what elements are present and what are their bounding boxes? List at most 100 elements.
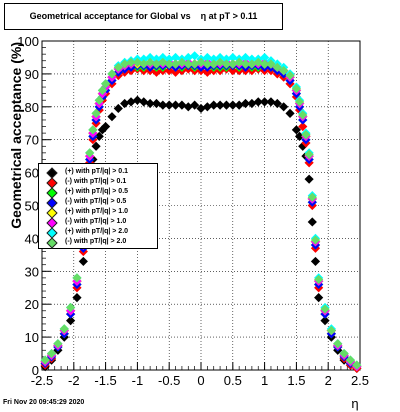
data-point-8	[345, 355, 356, 365]
data-point-8	[314, 274, 324, 285]
legend-label: (+) with pT/|q| > 1.0	[65, 208, 129, 215]
legend-entry: (-) with pT/|q| > 0.1	[39, 177, 157, 189]
data-point-8	[190, 59, 200, 69]
data-point-8	[320, 304, 330, 314]
data-point-8	[113, 62, 123, 72]
legend-entry: (+) with pT/|q| > 2.0	[39, 227, 157, 239]
data-point-1	[120, 98, 130, 109]
data-point-1	[320, 316, 330, 326]
y-tick-label: 30	[25, 264, 39, 279]
legend-marker-icon	[46, 237, 58, 249]
y-tick-label: 60	[25, 166, 39, 181]
y-tick-label: 10	[25, 330, 39, 345]
data-point-8	[88, 125, 98, 135]
y-tick-label: 40	[25, 231, 39, 246]
data-point-1	[253, 97, 263, 107]
data-point-7	[183, 52, 193, 63]
x-tick-label: 2.5	[351, 373, 369, 388]
x-tick-label: -1.5	[94, 373, 116, 388]
data-point-8	[202, 59, 212, 69]
data-point-8	[94, 95, 104, 105]
data-point-8	[279, 66, 289, 76]
data-point-8	[53, 339, 63, 349]
data-point-8	[97, 85, 108, 95]
data-point-7	[221, 54, 232, 64]
data-point-8	[126, 57, 136, 67]
y-tick-label: 70	[25, 133, 39, 148]
data-point-7	[228, 52, 238, 63]
data-point-8	[253, 57, 263, 67]
legend-entry: (-) with pT/|q| > 1.0	[39, 217, 157, 229]
data-point-8	[196, 57, 206, 67]
data-point-1	[78, 256, 88, 267]
data-point-8	[164, 59, 174, 69]
data-point-8	[209, 59, 219, 69]
data-point-1	[139, 97, 149, 107]
x-tick-label: -2.5	[31, 373, 53, 388]
data-point-1	[304, 174, 314, 184]
data-point-2	[151, 67, 162, 77]
data-point-8	[66, 302, 76, 313]
data-point-7	[209, 54, 219, 64]
data-point-7	[170, 52, 181, 63]
data-point-8	[85, 148, 95, 158]
data-point-1	[97, 125, 108, 135]
data-point-2	[202, 67, 212, 77]
data-point-1	[310, 256, 321, 267]
data-point-8	[215, 57, 225, 67]
chart-title: Geometrical acceptance for Global vs η a…	[29, 11, 258, 21]
legend-entry: (+) with pT/|q| > 0.5	[39, 187, 157, 199]
data-point-8	[234, 57, 244, 67]
data-point-7	[145, 52, 155, 63]
data-point-8	[101, 79, 111, 89]
data-point-1	[202, 102, 212, 112]
data-point-8	[266, 59, 276, 69]
legend-label: (-) with pT/|q| > 0.1	[65, 178, 127, 185]
data-point-7	[158, 52, 168, 63]
data-point-1	[228, 100, 238, 110]
data-point-1	[177, 100, 187, 110]
data-point-8	[228, 59, 238, 69]
data-point-1	[107, 112, 117, 122]
data-point-1	[240, 98, 251, 109]
legend-label: (-) with pT/|q| > 1.0	[65, 218, 127, 225]
y-axis-label: Geometrical acceptance (%)	[8, 42, 24, 229]
data-point-7	[215, 52, 225, 63]
data-point-1	[272, 98, 282, 109]
data-point-1	[266, 97, 276, 107]
data-point-8	[46, 348, 57, 359]
data-point-1	[66, 316, 76, 326]
data-point-1	[113, 103, 123, 114]
chart-title-box: Geometrical acceptance for Global vs η a…	[4, 3, 283, 30]
data-point-8	[272, 62, 282, 72]
data-point-1	[158, 100, 168, 110]
x-tick-label: 0.5	[224, 373, 242, 388]
legend-label: (+) with pT/|q| > 0.5	[65, 188, 129, 195]
data-point-8	[132, 57, 142, 67]
x-tick-label: 1	[261, 373, 268, 388]
y-tick-label: 0	[32, 363, 39, 378]
data-point-1	[196, 103, 206, 114]
legend-entry: (+) with pT/|q| > 0.1	[39, 167, 157, 179]
legend-label: (-) with pT/|q| > 2.0	[65, 238, 127, 245]
data-point-8	[120, 59, 130, 69]
data-point-8	[240, 59, 251, 69]
data-point-8	[285, 70, 295, 81]
legend-label: (+) with pT/|q| > 0.1	[65, 168, 129, 175]
y-tick-label: 20	[25, 297, 39, 312]
data-point-8	[294, 97, 305, 107]
data-point-1	[145, 98, 155, 109]
data-point-1	[314, 293, 324, 303]
data-point-8	[298, 110, 308, 120]
data-point-1	[260, 97, 270, 107]
data-point-7	[164, 54, 174, 64]
timestamp-footer: Fri Nov 20 09:45:29 2020	[3, 399, 85, 406]
x-tick-label: 0	[197, 373, 204, 388]
data-point-8	[91, 108, 101, 118]
data-point-1	[183, 102, 193, 112]
y-tick-label: 100	[17, 34, 39, 49]
y-tick-label: 90	[25, 67, 39, 82]
data-point-1	[72, 293, 82, 303]
data-point-8	[326, 325, 336, 336]
data-point-1	[285, 108, 295, 118]
